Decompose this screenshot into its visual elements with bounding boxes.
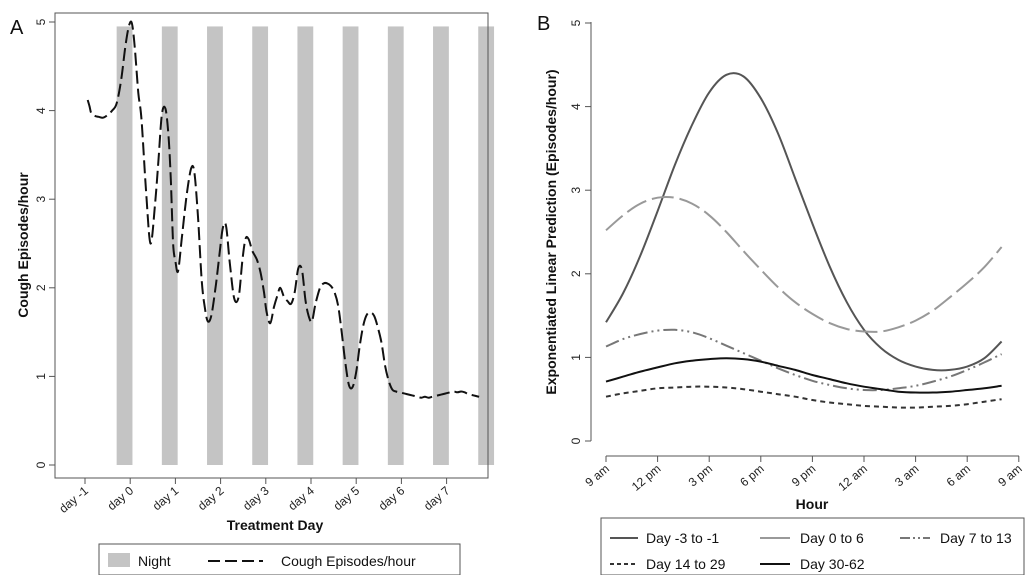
series-day-30-62	[605, 357, 1002, 394]
a-xtick-label-day-5: day 5	[331, 483, 363, 513]
panel-b-x-axis: 9 am 12 pm 3 pm 6 pm 9 pm 12 am 3 am 6 am 9 am	[582, 456, 1025, 494]
b-xtick-label-5: 9 pm	[789, 462, 818, 490]
b-xtick-label-6: 12 am	[835, 462, 870, 494]
a-ytick-label-4: 4	[34, 107, 48, 114]
panel-b-legend-frame	[600, 517, 1025, 575]
night-band-3	[207, 26, 223, 466]
panel-b-legend: Day -3 to -1 Day 0 to 6 Day 7 to 13 Day …	[600, 517, 1025, 575]
a-ytick-label-5: 5	[34, 18, 48, 25]
night-band-4	[252, 26, 269, 466]
night-band-5	[297, 26, 314, 466]
panel-a-series	[86, 20, 480, 399]
panel-a-label: A	[10, 17, 24, 39]
panel-a-x-axis-title: Treatment Day	[227, 517, 324, 533]
a-ytick-label-0: 0	[34, 461, 48, 468]
panel-a-plot-frame	[54, 12, 489, 479]
panel-b-x-axis-title: Hour	[796, 496, 829, 512]
b-xtick-label-8: 6 am	[944, 462, 973, 490]
night-band-1	[116, 26, 133, 466]
panel-a-y-axis: 0 1 2 3 4 5	[34, 18, 55, 468]
panel-b-series	[605, 72, 1003, 409]
a-xtick-label-day-7: day 7	[421, 483, 453, 513]
series-day-3-to-1	[605, 72, 1003, 372]
night-band-9	[478, 26, 495, 466]
legend-cough-label: Cough Episodes/hour	[281, 553, 416, 569]
night-band-8	[433, 26, 449, 466]
panel-b-label: B	[537, 13, 550, 35]
b-xtick-label-3: 3 pm	[686, 462, 715, 490]
a-ytick-label-2: 2	[34, 284, 48, 291]
panel-a-legend-frame	[98, 543, 461, 575]
legend-day-7-to-13-label: Day 7 to 13	[940, 530, 1012, 546]
b-xtick-label-4: 6 pm	[737, 462, 766, 490]
legend-day-3-to-1-label: Day -3 to -1	[646, 530, 719, 546]
b-ytick-label-1: 1	[569, 354, 583, 361]
a-xtick-label-day-6: day 6	[376, 483, 408, 513]
a-ytick-label-1: 1	[34, 373, 48, 380]
series-day-0-to-6	[605, 195, 1003, 333]
b-xtick-label-9: 9 am	[995, 462, 1024, 490]
b-xtick-label-2: 12 pm	[629, 462, 664, 494]
b-ytick-label-3: 3	[569, 187, 583, 194]
panel-b-y-axis: 0 1 2 3 4 5	[569, 19, 591, 444]
panel-b-y-axis-title: Exponentiated Linear Prediction (Episode…	[543, 69, 559, 394]
series-cough-episodes-hour	[86, 20, 480, 399]
series-day-14-to-29	[605, 385, 1002, 409]
night-band-2	[161, 26, 178, 466]
panel-a-legend: Night Cough Episodes/hour	[98, 543, 461, 575]
night-band-7	[387, 26, 404, 466]
a-xtick-label-day-4: day 4	[285, 483, 317, 513]
a-xtick-label-day-1: day -1	[56, 483, 91, 515]
legend-day-14-to-29-label: Day 14 to 29	[646, 556, 726, 572]
legend-day-0-to-6-label: Day 0 to 6	[800, 530, 864, 546]
panel-a-night-bands	[116, 26, 495, 466]
b-ytick-label-0: 0	[569, 437, 583, 444]
a-xtick-label-day-2: day 2	[195, 483, 227, 513]
legend-night-label: Night	[138, 553, 171, 569]
panel-a-y-axis-title: Cough Episodes/hour	[15, 172, 31, 318]
a-xtick-label-day-0: day 0	[105, 483, 137, 513]
legend-day-30-62-label: Day 30-62	[800, 556, 865, 572]
a-xtick-label-day-3: day 3	[240, 483, 272, 513]
series-day-7-to-13	[605, 328, 1003, 392]
a-xtick-label-day-1: day 1	[150, 483, 182, 513]
b-ytick-label-5: 5	[569, 19, 583, 26]
panel-a-x-axis: day -1 day 0 day 1 day 2 day 3 day 4 day 5 day …	[56, 478, 453, 516]
b-ytick-label-4: 4	[569, 103, 583, 110]
b-ytick-label-2: 2	[569, 270, 583, 277]
a-ytick-label-3: 3	[34, 196, 48, 203]
legend-night-swatch	[108, 553, 130, 567]
night-band-6	[342, 26, 359, 466]
b-xtick-label-1: 9 am	[582, 462, 611, 490]
b-xtick-label-7: 3 am	[892, 462, 921, 490]
